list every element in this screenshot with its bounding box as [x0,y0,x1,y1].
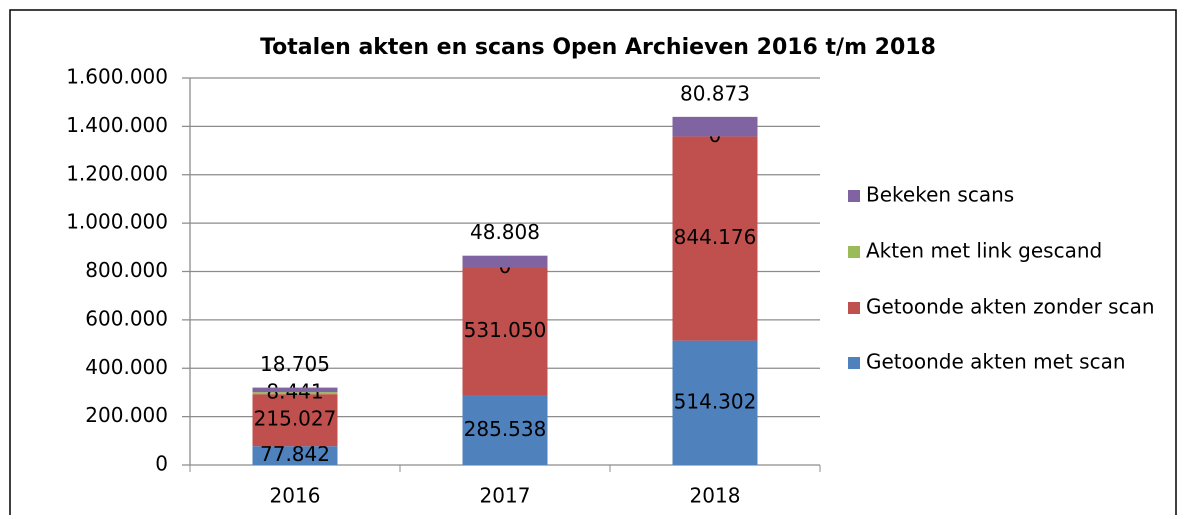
y-tick-label: 1.200.000 [66,161,168,185]
y-tick-label: 1.400.000 [66,113,168,137]
y-tick-label: 800.000 [85,258,168,282]
bar-segment [462,267,548,396]
legend-swatch [848,190,860,202]
legend-label: Bekeken scans [866,183,1014,207]
legend-label: Getoonde akten met scan [866,350,1126,374]
legend-swatch [848,357,860,369]
data-label: 514.302 [674,389,757,413]
y-tick-label: 200.000 [85,403,168,427]
legend-swatch [848,246,860,258]
chart-border [9,9,1177,519]
bar-segment [672,116,758,137]
x-tick-label: 2017 [480,484,531,508]
data-label: 285.538 [464,417,547,441]
bar-segment [462,395,548,465]
data-label: 18.705 [260,352,330,376]
y-tick-label: 600.000 [85,306,168,330]
legend-label: Getoonde akten zonder scan [866,295,1155,319]
y-tick-label: 0 [155,452,168,476]
bar-segment [252,392,338,395]
y-tick-label: 1.000.000 [66,210,168,234]
data-label: 48.808 [470,220,540,244]
data-label: 844.176 [674,225,757,249]
x-tick-label: 2016 [270,484,321,508]
bar-segment [672,340,758,465]
chart-title: Totalen akten en scans Open Archieven 20… [260,35,936,60]
data-label: 531.050 [464,318,547,342]
y-tick-label: 400.000 [85,355,168,379]
bar-segment [672,136,758,341]
bar-segment [252,394,338,447]
legend-swatch [848,302,860,314]
data-label: 80.873 [680,81,750,105]
bar-segment [462,255,548,268]
bar-segment [252,387,338,393]
data-label: 215.027 [254,407,337,431]
x-tick-label: 2018 [690,484,741,508]
bar-segment [252,446,338,465]
legend-label: Akten met link gescand [866,239,1102,263]
y-tick-label: 1.600.000 [66,65,168,89]
